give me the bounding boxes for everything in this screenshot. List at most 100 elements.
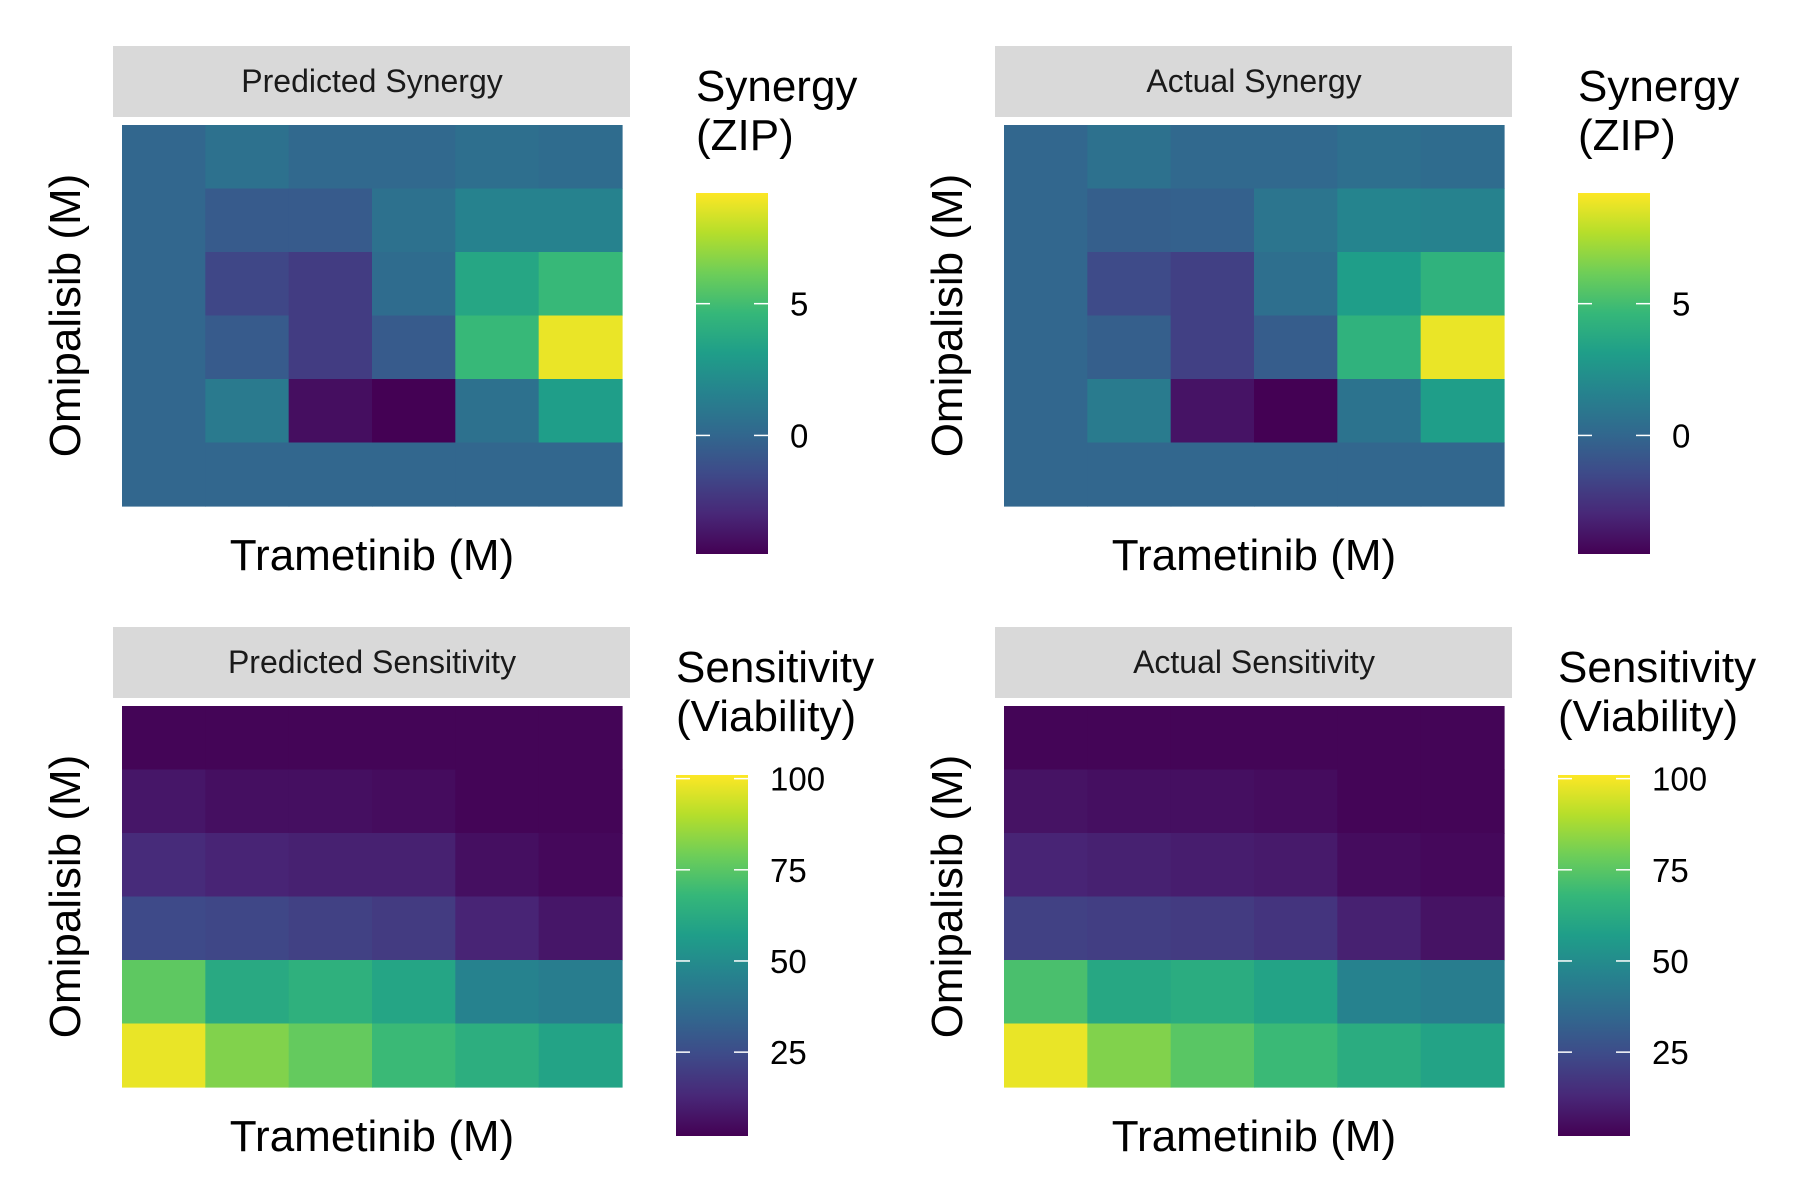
heatmap-cell bbox=[372, 315, 456, 380]
heatmap-cell bbox=[1420, 706, 1505, 771]
heatmap-cell bbox=[288, 706, 373, 771]
heatmap-cell bbox=[455, 188, 540, 253]
heatmap-cell bbox=[122, 1023, 206, 1088]
heatmap-cell bbox=[372, 442, 456, 507]
heatmap-panel-1: Predicted Synergy Trametinib (M) Omipalisi… bbox=[41, 46, 857, 580]
heatmap-cell bbox=[288, 379, 373, 444]
heatmap-cell bbox=[122, 379, 206, 444]
colorbar-title: (ZIP) bbox=[1578, 111, 1676, 160]
colorbar-title: (ZIP) bbox=[696, 111, 794, 160]
heatmap-cell bbox=[538, 252, 623, 317]
heatmap-cell bbox=[1170, 896, 1255, 961]
heatmap-cell bbox=[1170, 252, 1255, 317]
heatmap-cell bbox=[205, 1023, 290, 1088]
panel-title: Predicted Synergy bbox=[241, 63, 502, 99]
colorbar: Synergy(ZIP) 0 5 bbox=[1578, 62, 1739, 554]
heatmap-cell bbox=[1170, 188, 1255, 253]
heatmap-cell bbox=[205, 252, 290, 317]
heatmap-cell bbox=[288, 1023, 373, 1088]
x-axis-label: Trametinib (M) bbox=[230, 531, 514, 580]
colorbar-tick-label: 75 bbox=[1652, 852, 1689, 889]
heatmap-cell bbox=[288, 315, 373, 380]
heatmap-cell bbox=[1254, 960, 1338, 1025]
colorbar-tick-label: 0 bbox=[790, 417, 808, 454]
heatmap-cell bbox=[538, 442, 623, 507]
heatmap-cell bbox=[1004, 960, 1088, 1025]
heatmap-cell bbox=[538, 188, 623, 253]
heatmap-cell bbox=[455, 833, 540, 898]
heatmap-cell bbox=[205, 188, 290, 253]
heatmap-cell bbox=[1420, 379, 1505, 444]
colorbar-gradient bbox=[676, 775, 748, 1136]
y-axis-label: Omipalisib (M) bbox=[41, 755, 90, 1039]
heatmap-cell bbox=[1004, 188, 1088, 253]
heatmap-cell bbox=[288, 960, 373, 1025]
heatmap-cell bbox=[1004, 252, 1088, 317]
heatmap-cell bbox=[122, 706, 206, 771]
heatmap-cell bbox=[205, 125, 290, 190]
heatmap-cell bbox=[1004, 442, 1088, 507]
y-axis-label: Omipalisib (M) bbox=[923, 755, 972, 1039]
heatmap-cell bbox=[1170, 1023, 1255, 1088]
heatmap-cell bbox=[1004, 315, 1088, 380]
panel-strip bbox=[113, 627, 630, 698]
heatmap-cell bbox=[538, 125, 623, 190]
colorbar: Synergy(ZIP) 0 5 bbox=[696, 62, 857, 554]
heatmap-cell bbox=[455, 125, 540, 190]
colorbar-title: Synergy bbox=[1578, 62, 1739, 111]
heatmap-cell bbox=[1170, 769, 1255, 834]
heatmap-cell bbox=[538, 706, 623, 771]
heatmap-cell bbox=[372, 379, 456, 444]
heatmap-cell bbox=[455, 769, 540, 834]
heatmap-cell bbox=[1420, 1023, 1505, 1088]
heatmap-cell bbox=[288, 833, 373, 898]
heatmap-cell bbox=[1337, 125, 1422, 190]
heatmap-cell bbox=[288, 252, 373, 317]
heatmap-cell bbox=[455, 1023, 540, 1088]
panel-title: Actual Synergy bbox=[1146, 63, 1361, 99]
heatmap-cell bbox=[1420, 252, 1505, 317]
x-axis-label: Trametinib (M) bbox=[1112, 1112, 1396, 1161]
colorbar-title: (Viability) bbox=[676, 692, 856, 741]
heatmap-cell bbox=[372, 833, 456, 898]
heatmap-cell bbox=[122, 769, 206, 834]
heatmap-cell bbox=[1004, 125, 1088, 190]
heatmap-cell bbox=[205, 896, 290, 961]
heatmap-cell bbox=[205, 833, 290, 898]
heatmap-cell bbox=[1087, 252, 1172, 317]
heatmap-cell bbox=[1337, 706, 1422, 771]
heatmap-cell bbox=[1254, 315, 1338, 380]
heatmap-cell bbox=[1170, 960, 1255, 1025]
heatmap-cell bbox=[1004, 1023, 1088, 1088]
heatmap-cell bbox=[1170, 125, 1255, 190]
heatmap-cell bbox=[1004, 379, 1088, 444]
panel-strip bbox=[995, 46, 1512, 117]
heatmap-cell bbox=[455, 896, 540, 961]
heatmap-cell bbox=[122, 188, 206, 253]
heatmap-cell bbox=[1337, 188, 1422, 253]
heatmap-cell bbox=[122, 960, 206, 1025]
colorbar-tick-label: 100 bbox=[770, 761, 825, 798]
heatmap-cell bbox=[372, 896, 456, 961]
heatmap-cell bbox=[1087, 833, 1172, 898]
heatmap-cell bbox=[372, 252, 456, 317]
heatmap-cell bbox=[1337, 379, 1422, 444]
panel-strip bbox=[995, 627, 1512, 698]
colorbar-tick-label: 50 bbox=[1652, 943, 1689, 980]
y-axis-label: Omipalisib (M) bbox=[923, 174, 972, 458]
heatmap-cell bbox=[1337, 896, 1422, 961]
heatmap-cell bbox=[122, 896, 206, 961]
heatmap-cell bbox=[288, 896, 373, 961]
panel-strip bbox=[113, 46, 630, 117]
heatmap-cell bbox=[538, 769, 623, 834]
heatmap-cell bbox=[455, 960, 540, 1025]
heatmap-cell bbox=[372, 706, 456, 771]
heatmap-cell bbox=[1004, 769, 1088, 834]
heatmap-cell bbox=[455, 379, 540, 444]
heatmap-cell bbox=[205, 769, 290, 834]
heatmap-cell bbox=[1254, 379, 1338, 444]
heatmap-cell bbox=[205, 315, 290, 380]
colorbar-tick-label: 50 bbox=[770, 943, 807, 980]
heatmap-cell bbox=[1087, 1023, 1172, 1088]
